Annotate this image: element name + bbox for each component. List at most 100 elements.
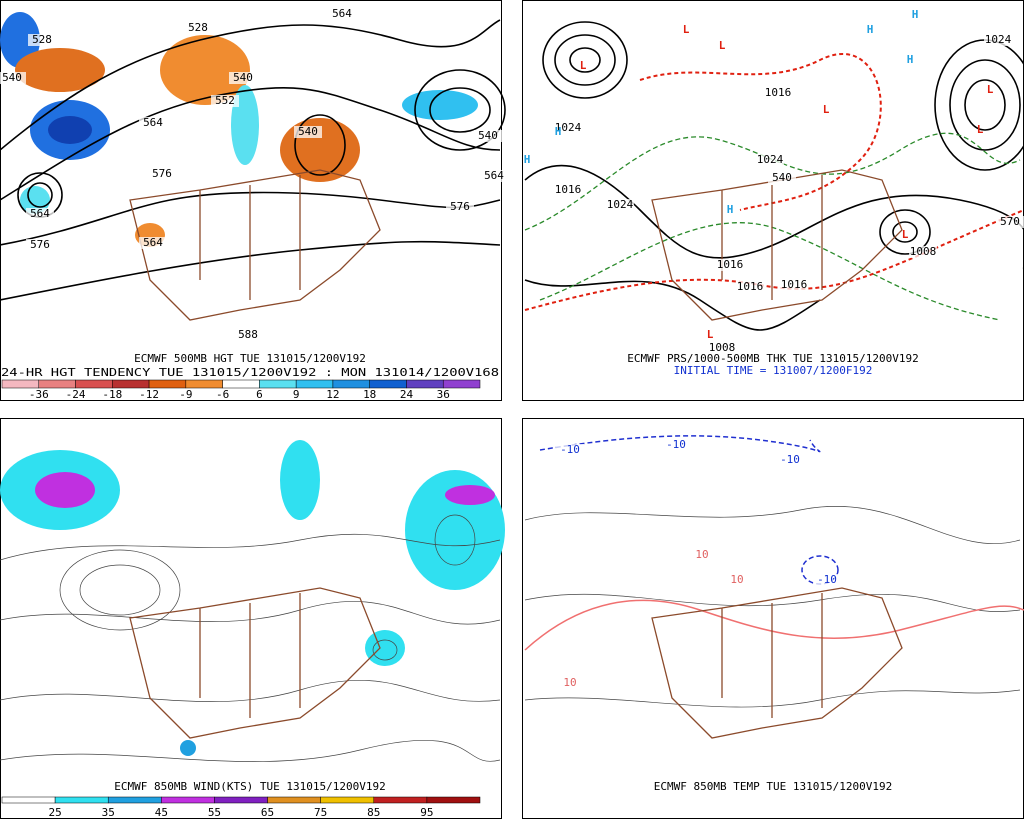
colorbar-cell — [54, 796, 109, 804]
colorbar-label: 9 — [293, 388, 300, 401]
contour-label: -10 — [560, 443, 580, 456]
contour-label: 1016 — [555, 183, 582, 196]
contour-label: 10 — [730, 573, 743, 586]
label-bg — [813, 574, 841, 586]
panel-title: ECMWF 850MB WIND(KTS) TUE 131015/1200V19… — [114, 780, 386, 793]
colorbar-cell — [1, 796, 56, 804]
contour-label: 576 — [152, 167, 172, 180]
high-center: H — [524, 153, 531, 166]
colorbar-cell — [112, 379, 150, 389]
colorbar-label: 24 — [400, 388, 414, 401]
high-center: H — [727, 203, 734, 216]
contour-label: 576 — [30, 238, 50, 251]
label-bg — [554, 184, 582, 196]
label-bg — [184, 22, 212, 34]
label-bg — [139, 237, 167, 249]
colorbar-label: 75 — [314, 806, 327, 819]
colorbar-label: 65 — [261, 806, 274, 819]
label-bg — [723, 574, 751, 586]
contour-label: 540 — [772, 171, 792, 184]
colorbar-cell — [148, 379, 187, 389]
temp-contours — [524, 435, 1024, 708]
contour-label: 1024 — [757, 153, 784, 166]
contour-label: 10 — [563, 676, 576, 689]
contour-label: -10 — [817, 573, 837, 586]
contour-label: 1008 — [910, 245, 937, 258]
label-bg — [148, 168, 176, 180]
colorbar-cell — [426, 796, 481, 804]
colorbar-label: -6 — [216, 388, 229, 401]
colorbar-cell — [373, 796, 428, 804]
label-bg — [234, 329, 262, 341]
colorbar-label: 36 — [437, 388, 450, 401]
contour-label: 1024 — [607, 198, 634, 211]
contour-label: 1008 — [709, 341, 736, 354]
contour-label: 576 — [450, 200, 470, 213]
contour-label: 564 — [143, 236, 163, 249]
contour-label: 540 — [298, 125, 318, 138]
contour-label: 1016 — [717, 258, 744, 271]
colorbar-cell — [442, 379, 481, 389]
contour-label: 1016 — [781, 278, 808, 291]
colorbar-label: 45 — [155, 806, 168, 819]
high-center: H — [867, 23, 874, 36]
low-center: L — [580, 59, 587, 72]
low-center: L — [977, 123, 984, 136]
label-bg — [26, 208, 54, 220]
low-center: L — [987, 83, 994, 96]
colorbar-label: -18 — [102, 388, 122, 401]
colorbar-label: -24 — [66, 388, 86, 401]
label-bg — [229, 72, 257, 84]
contour-label: -10 — [666, 438, 686, 451]
panel-subtitle: 24-HR HGT TENDENCY TUE 131015/1200V192 :… — [1, 366, 499, 379]
colorbar-cell — [332, 379, 370, 389]
colorbar-cell — [267, 796, 321, 804]
label-bg — [764, 87, 792, 99]
contour-label: -10 — [780, 453, 800, 466]
label-bg — [139, 117, 167, 129]
label-bg — [554, 122, 582, 134]
colorbar-cell — [259, 379, 297, 389]
label-bg — [28, 34, 56, 46]
map-outlines — [129, 169, 903, 739]
contour-label: 528 — [188, 21, 208, 34]
colorbar-label: 95 — [420, 806, 433, 819]
colorbar-label: 85 — [367, 806, 380, 819]
high-center: H — [555, 125, 562, 138]
label-bg — [688, 549, 716, 561]
contour-label: 564 — [484, 169, 504, 182]
contour-label: 564 — [332, 7, 352, 20]
panel-title: ECMWF PRS/1000-500MB THK TUE 131015/1200… — [627, 352, 918, 365]
colorbar-label: 6 — [256, 388, 263, 401]
colorbar-cell — [295, 379, 334, 389]
contour-label: 1016 — [765, 86, 792, 99]
contour-label: 564 — [143, 116, 163, 129]
colorbar-cell — [161, 796, 215, 804]
panel-frame — [522, 418, 1024, 819]
low-center: L — [823, 103, 830, 116]
label-bg — [662, 439, 690, 451]
contour-label: 570 — [1000, 215, 1020, 228]
wind-shading — [0, 440, 505, 756]
contour-label: 540 — [2, 71, 22, 84]
low-center: L — [719, 39, 726, 52]
panel-subtitle: INITIAL TIME = 131007/1200F192 — [674, 364, 873, 377]
label-bg — [26, 239, 54, 251]
label-bg — [606, 199, 634, 211]
label-bg — [768, 172, 796, 184]
low-center: L — [683, 23, 690, 36]
high-center: H — [907, 53, 914, 66]
contour-label: 552 — [215, 94, 235, 107]
contour-label: 1024 — [555, 121, 582, 134]
contour-label: 564 — [30, 207, 50, 220]
colorbar-cell — [222, 379, 260, 389]
colorbar-cell — [214, 796, 268, 804]
colorbar-cell — [406, 379, 444, 389]
label-bg — [736, 281, 764, 293]
colorbar-cell — [1, 379, 40, 389]
panel-title: ECMWF 500MB HGT TUE 131015/1200V192 — [134, 352, 366, 365]
high-center: H — [912, 8, 919, 21]
label-bg — [984, 34, 1012, 46]
colorbar-cell — [320, 796, 375, 804]
colorbar-label: 18 — [363, 388, 376, 401]
